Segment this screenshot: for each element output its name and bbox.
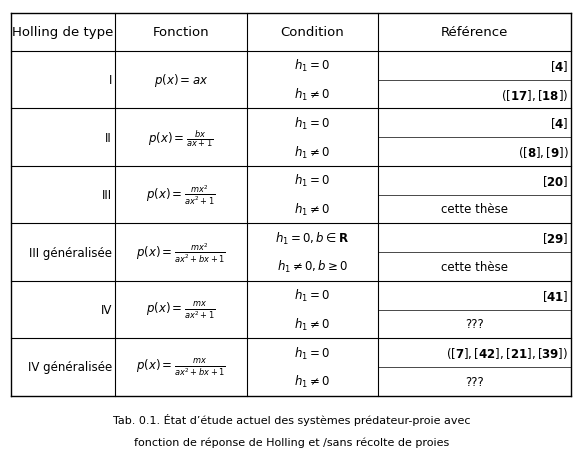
Text: $([ \mathbf{7}], [\mathbf{42}], [\mathbf{21}], [\mathbf{39}])$: $([ \mathbf{7}], [\mathbf{42}], [\mathbf… bbox=[446, 345, 568, 360]
Text: Tab. 0.1. État d’étude actuel des systèmes prédateur-proie avec: Tab. 0.1. État d’étude actuel des systèm… bbox=[113, 413, 470, 425]
Text: fonction de réponse de Holling et /sans récolte de proies: fonction de réponse de Holling et /sans … bbox=[134, 436, 449, 447]
Text: $([ \mathbf{17}], [\mathbf{18}])$: $([ \mathbf{17}], [\mathbf{18}])$ bbox=[501, 87, 568, 102]
Text: $h_1 = 0$: $h_1 = 0$ bbox=[294, 288, 331, 303]
Text: $p(x) = \frac{mx^2}{ax^2+bx+1}$: $p(x) = \frac{mx^2}{ax^2+bx+1}$ bbox=[136, 241, 226, 264]
Text: ???: ??? bbox=[465, 318, 484, 331]
Text: cette thèse: cette thèse bbox=[441, 203, 508, 216]
Text: $p(x) = \frac{bx}{ax+1}$: $p(x) = \frac{bx}{ax+1}$ bbox=[148, 127, 213, 148]
Text: $p(x) = \frac{mx}{ax^2+1}$: $p(x) = \frac{mx}{ax^2+1}$ bbox=[146, 299, 216, 320]
Text: II: II bbox=[106, 131, 112, 144]
Text: $h_1 \neq 0$: $h_1 \neq 0$ bbox=[294, 144, 331, 160]
Text: ???: ??? bbox=[465, 375, 484, 388]
Text: $p(x) = \frac{mx^2}{ax^2+1}$: $p(x) = \frac{mx^2}{ax^2+1}$ bbox=[146, 183, 216, 207]
Text: $h_1 = 0$: $h_1 = 0$ bbox=[294, 58, 331, 74]
Text: $h_1 \neq 0, b \geq 0$: $h_1 \neq 0, b \geq 0$ bbox=[276, 259, 348, 275]
Text: $[\mathbf{41}]$: $[\mathbf{41}]$ bbox=[542, 288, 568, 303]
Text: III: III bbox=[102, 189, 112, 202]
Text: $([ \mathbf{8}], [\mathbf{9}])$: $([ \mathbf{8}], [\mathbf{9}])$ bbox=[518, 145, 568, 160]
Text: $p(x) = ax$: $p(x) = ax$ bbox=[153, 72, 208, 89]
Text: $h_1 = 0, b \in \mathbf{R}$: $h_1 = 0, b \in \mathbf{R}$ bbox=[275, 230, 349, 246]
Text: $h_1 = 0$: $h_1 = 0$ bbox=[294, 345, 331, 361]
Text: III généralisée: III généralisée bbox=[29, 246, 112, 259]
Text: $h_1 \neq 0$: $h_1 \neq 0$ bbox=[294, 202, 331, 217]
Text: IV généralisée: IV généralisée bbox=[28, 361, 112, 374]
Text: Fonction: Fonction bbox=[152, 26, 209, 39]
Text: $h_1 \neq 0$: $h_1 \neq 0$ bbox=[294, 87, 331, 103]
Text: $h_1 \neq 0$: $h_1 \neq 0$ bbox=[294, 374, 331, 389]
Text: $[\mathbf{20}]$: $[\mathbf{20}]$ bbox=[542, 173, 568, 188]
Text: $[\mathbf{4}]$: $[\mathbf{4}]$ bbox=[550, 59, 568, 74]
Text: $p(x) = \frac{mx}{ax^2+bx+1}$: $p(x) = \frac{mx}{ax^2+bx+1}$ bbox=[136, 357, 226, 378]
Text: IV: IV bbox=[101, 303, 112, 316]
Text: Holling de type: Holling de type bbox=[13, 26, 114, 39]
Text: $h_1 = 0$: $h_1 = 0$ bbox=[294, 116, 331, 131]
Text: $[\mathbf{29}]$: $[\mathbf{29}]$ bbox=[542, 231, 568, 246]
Text: I: I bbox=[108, 74, 112, 87]
Text: $h_1 \neq 0$: $h_1 \neq 0$ bbox=[294, 316, 331, 332]
Text: $h_1 = 0$: $h_1 = 0$ bbox=[294, 173, 331, 189]
Text: $[\mathbf{4}]$: $[\mathbf{4}]$ bbox=[550, 116, 568, 131]
Text: cette thèse: cette thèse bbox=[441, 260, 508, 273]
Text: Référence: Référence bbox=[441, 26, 508, 39]
Text: Condition: Condition bbox=[280, 26, 344, 39]
